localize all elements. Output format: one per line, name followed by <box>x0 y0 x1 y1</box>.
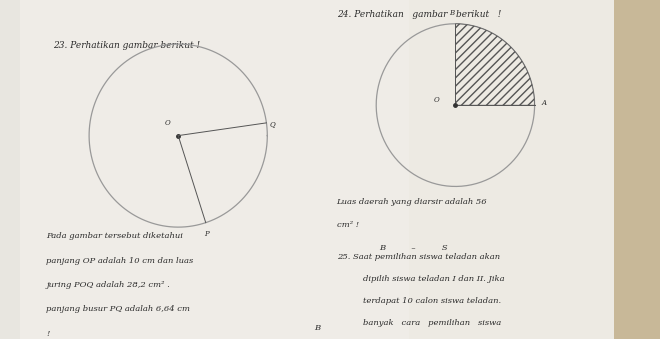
Text: B: B <box>449 9 455 17</box>
Text: Q: Q <box>270 120 275 128</box>
Text: juring POQ adalah 28,2 cm² .: juring POQ adalah 28,2 cm² . <box>46 281 170 289</box>
Text: 25. Saat pemilihan siswa teladan akan: 25. Saat pemilihan siswa teladan akan <box>337 253 500 261</box>
Text: A: A <box>541 99 546 107</box>
Text: cm² !: cm² ! <box>337 221 359 230</box>
Text: Pada gambar tersebut diketahui: Pada gambar tersebut diketahui <box>46 232 183 240</box>
Bar <box>409 0 660 339</box>
Text: !: ! <box>46 330 50 338</box>
Text: O: O <box>434 96 440 104</box>
Text: panjang OP adalah 10 cm dan luas: panjang OP adalah 10 cm dan luas <box>46 257 193 265</box>
Text: dipilih siswa teladan I dan II. Jika: dipilih siswa teladan I dan II. Jika <box>363 275 505 283</box>
Text: 24. Perhatikan   gambar   berikut   !: 24. Perhatikan gambar berikut ! <box>337 10 501 19</box>
Text: B: B <box>314 323 320 332</box>
Text: P: P <box>204 230 209 238</box>
Text: panjang busur PQ adalah 6,64 cm: panjang busur PQ adalah 6,64 cm <box>46 305 190 314</box>
Text: 23. Perhatikan gambar berikut !: 23. Perhatikan gambar berikut ! <box>53 41 200 50</box>
Text: Luas daerah yang diarsir adalah 56: Luas daerah yang diarsir adalah 56 <box>337 198 487 206</box>
Text: banyak   cara   pemilihan   siswa: banyak cara pemilihan siswa <box>363 319 501 327</box>
Text: B          –          S: B – S <box>379 244 448 253</box>
Text: O: O <box>165 119 171 127</box>
Text: terdapat 10 calon siswa teladan.: terdapat 10 calon siswa teladan. <box>363 297 501 305</box>
